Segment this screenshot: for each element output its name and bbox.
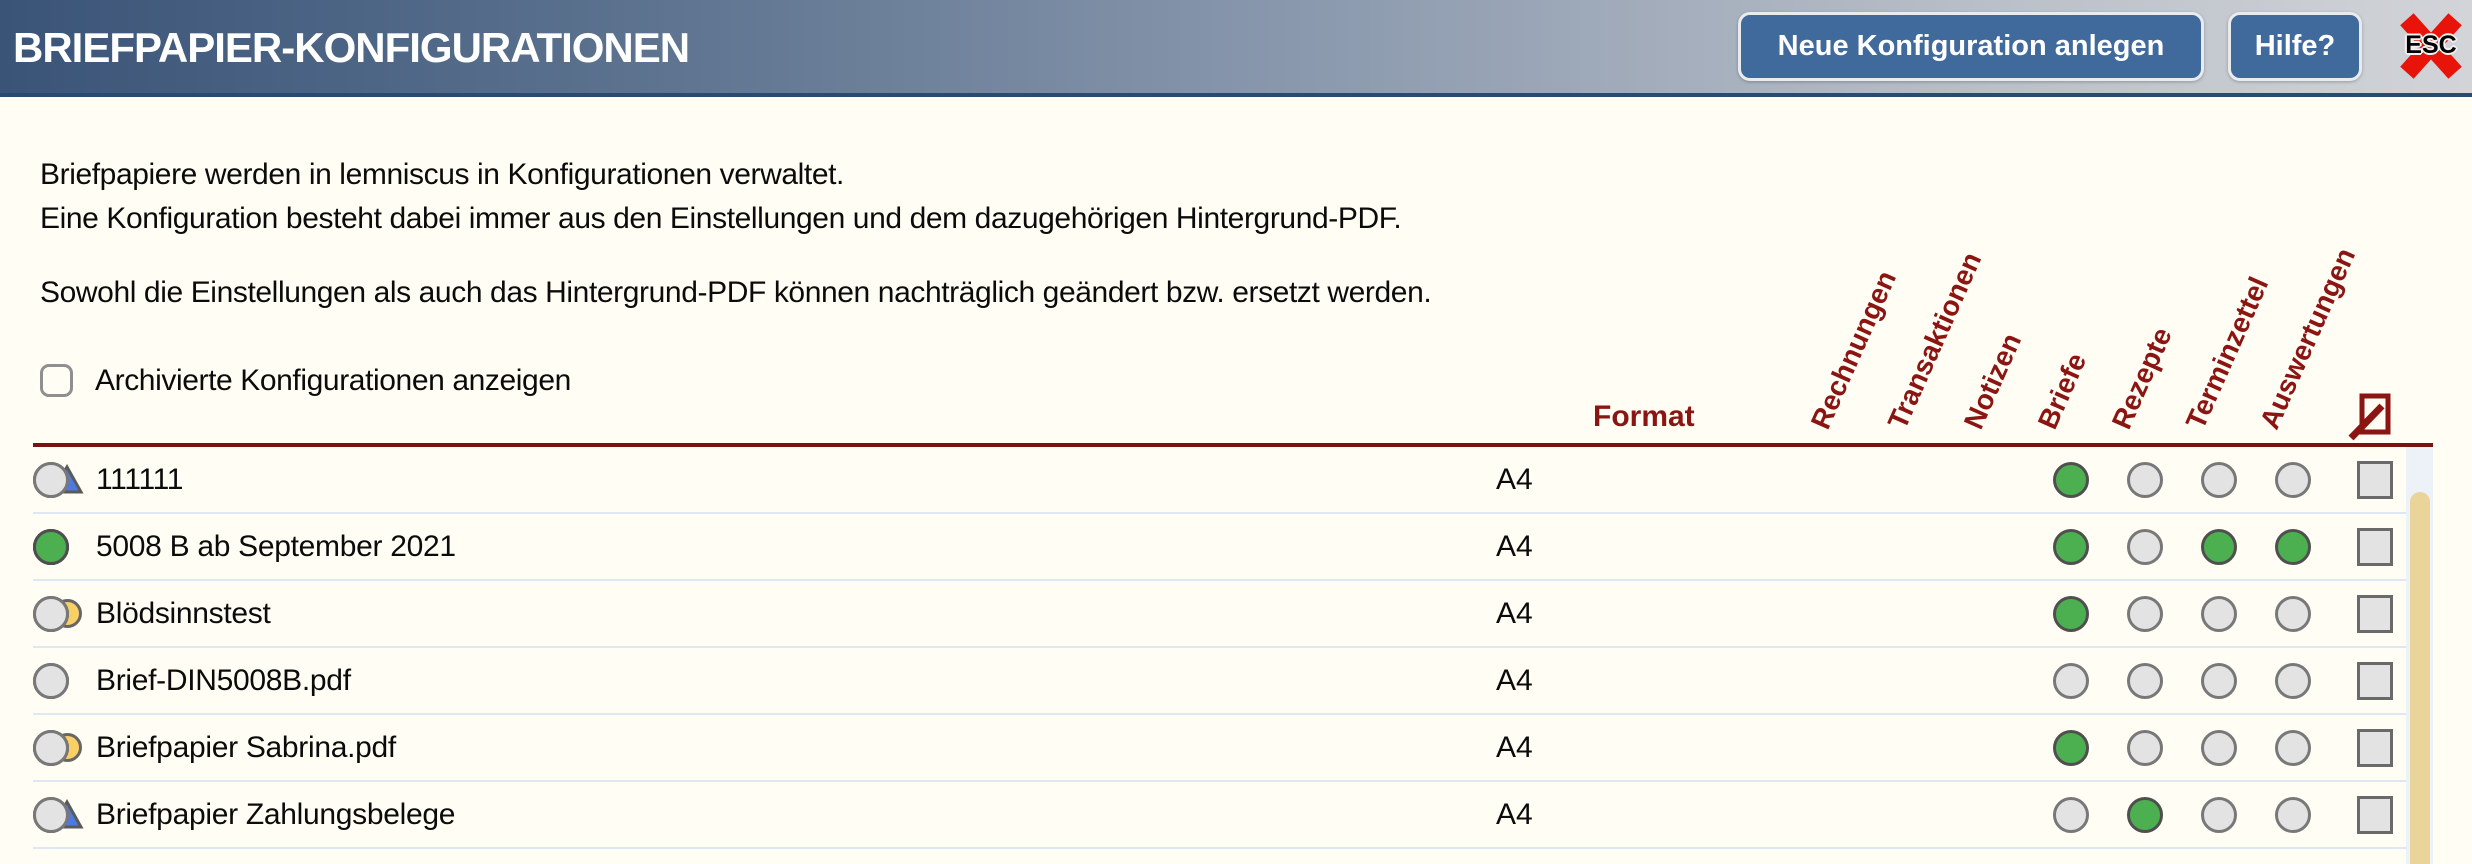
assignment-dot-auswertungen[interactable] [33,797,69,833]
assignment-dot-rechnungen[interactable] [2053,529,2089,565]
assignment-dot-notizen[interactable] [2201,596,2237,632]
config-format: A4 [1496,463,1533,496]
assignment-dot-briefe[interactable] [2275,462,2311,498]
assignment-dot-rechnungen[interactable] [2053,663,2089,699]
new-configuration-button[interactable]: Neue Konfiguration anlegen [1738,12,2204,81]
archived-filter-checkbox[interactable] [40,364,73,397]
archived-filter-label: Archivierte Konfigurationen anzeigen [95,364,571,397]
table-row[interactable]: Briefpapier Zahlungsbelege A4 [33,782,2433,849]
config-format: A4 [1496,530,1533,563]
assignment-dot-briefe[interactable] [2275,797,2311,833]
config-name: 111111 [96,463,184,496]
assignment-dot-rechnungen[interactable] [2053,797,2089,833]
config-name: Brief-DIN5008B.pdf [96,664,351,697]
table-row[interactable]: Blödsinnstest A4 [33,581,2433,648]
column-header-auswertungen: Auswertungen [2253,243,2362,434]
assignment-dot-auswertungen[interactable] [33,529,69,565]
config-format: A4 [1496,798,1533,831]
assignment-dot-transaktionen[interactable] [2127,529,2163,565]
intro-line-1: Briefpapiere werden in lemniscus in Konf… [40,158,844,191]
assignment-dot-rechnungen[interactable] [2053,730,2089,766]
config-format: A4 [1496,664,1533,697]
assignment-dot-briefe[interactable] [2275,596,2311,632]
assignment-dot-auswertungen[interactable] [33,462,69,498]
row-archive-checkbox[interactable] [2357,528,2393,566]
scrollbar-track[interactable] [2406,447,2433,864]
table-row[interactable]: Brief-DIN5008B.pdf A4 [33,648,2433,715]
dialog-header: BRIEFPAPIER-KONFIGURATIONEN Neue Konfigu… [0,0,2472,97]
column-header-notizen: Notizen [1957,328,2028,434]
table-row[interactable]: 111111 A4 [33,447,2433,514]
intro-line-2: Eine Konfiguration besteht dabei immer a… [40,202,1402,235]
scrollbar-thumb[interactable] [2410,492,2430,864]
config-name: Blödsinnstest [96,597,271,630]
archive-column-icon [2348,393,2391,441]
assignment-dot-rechnungen[interactable] [2053,462,2089,498]
format-column-header: Format [1593,400,1695,433]
assignment-dot-transaktionen[interactable] [2127,797,2163,833]
row-archive-checkbox[interactable] [2357,729,2393,767]
assignment-dot-auswertungen[interactable] [33,730,69,766]
row-archive-checkbox[interactable] [2357,662,2393,700]
config-name: 5008 B ab September 2021 [96,530,456,563]
intro-line-3: Sowohl die Einstellungen als auch das Hi… [40,276,1432,309]
config-format: A4 [1496,731,1533,764]
assignment-dot-rechnungen[interactable] [2053,596,2089,632]
config-format: A4 [1496,597,1533,630]
config-name: Briefpapier Zahlungsbelege [96,798,456,831]
table-row[interactable]: Briefpapier Sabrina.pdf A4 [33,715,2433,782]
assignment-dot-notizen[interactable] [2201,663,2237,699]
help-button[interactable]: Hilfe? [2228,12,2362,81]
assignment-dot-auswertungen[interactable] [33,596,69,632]
configuration-list: 111111 A4 5008 B ab September 2021 A4 Bl… [33,447,2433,849]
assignment-dot-notizen[interactable] [2201,730,2237,766]
assignment-dot-transaktionen[interactable] [2127,462,2163,498]
assignment-dot-transaktionen[interactable] [2127,730,2163,766]
esc-label: ESC [2405,31,2457,59]
assignment-dot-briefe[interactable] [2275,730,2311,766]
column-header-briefe: Briefe [2031,348,2093,434]
esc-close-button[interactable]: ESC [2398,5,2464,87]
page-title: BRIEFPAPIER-KONFIGURATIONEN [13,24,690,71]
row-archive-checkbox[interactable] [2357,595,2393,633]
assignment-dot-transaktionen[interactable] [2127,596,2163,632]
row-archive-checkbox[interactable] [2357,796,2393,834]
assignment-dot-briefe[interactable] [2275,663,2311,699]
table-row[interactable]: 5008 B ab September 2021 A4 [33,514,2433,581]
table-header-divider [33,443,2433,447]
assignment-dot-transaktionen[interactable] [2127,663,2163,699]
column-header-rezepte: Rezepte [2105,322,2178,434]
assignment-dot-notizen[interactable] [2201,797,2237,833]
config-name: Briefpapier Sabrina.pdf [96,731,396,764]
row-archive-checkbox[interactable] [2357,461,2393,499]
red-x-icon [2400,13,2462,79]
assignment-dot-briefe[interactable] [2275,529,2311,565]
assignment-dot-auswertungen[interactable] [33,663,69,699]
assignment-dot-notizen[interactable] [2201,462,2237,498]
assignment-dot-notizen[interactable] [2201,529,2237,565]
